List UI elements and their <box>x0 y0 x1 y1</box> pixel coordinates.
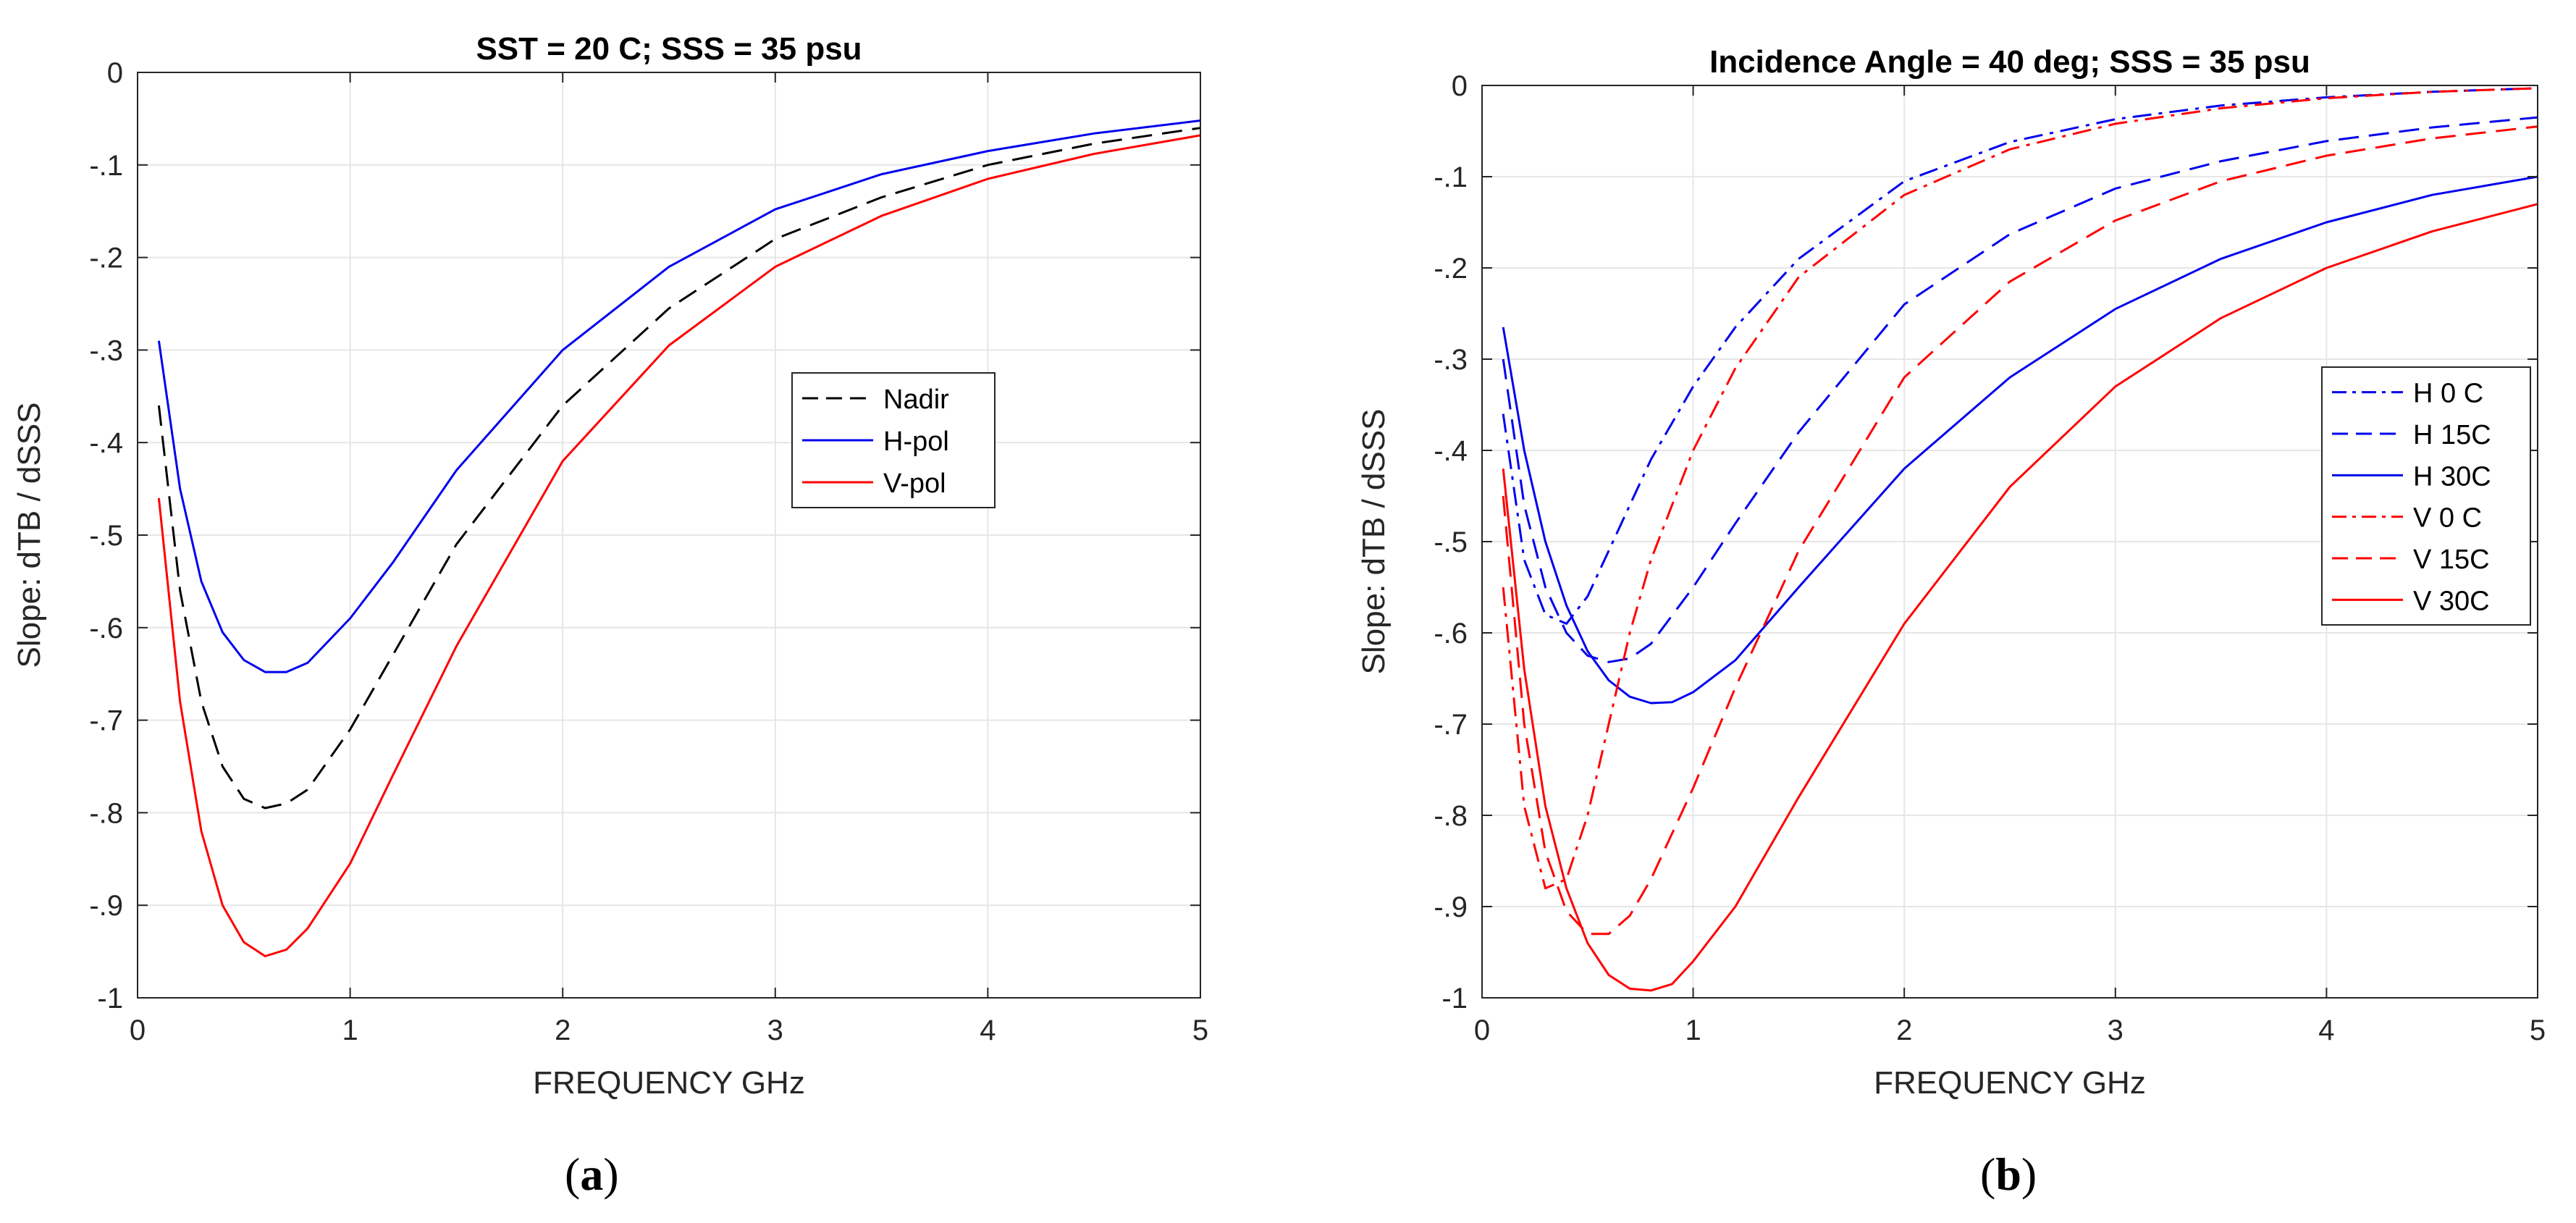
chart-b: 0 1 2 3 4 5 0 -.1 -.2 -.3 -.4 -.5 -.6 -.7 -.8 -.9 -1 Inci… <box>1356 44 2546 1101</box>
y-tick-label: -.5 <box>1434 526 1468 558</box>
series-line-h-30c <box>1502 175 2538 705</box>
legend-label: V-pol <box>883 468 946 499</box>
x-axis-label: FREQUENCY GHz <box>533 1065 805 1101</box>
chart-title: Incidence Angle = 40 deg; SSS = 35 psu <box>1709 44 2310 80</box>
y-tick-label: -.1 <box>89 150 123 182</box>
caption-b-close: ) <box>2021 1148 2037 1200</box>
y-tick-label: -.6 <box>1434 618 1468 650</box>
y-tick-label: -.8 <box>1434 800 1468 832</box>
y-tick-label: -.7 <box>89 705 123 737</box>
series-line-v-0-c <box>1502 87 2538 890</box>
series-line-v-15c <box>1502 125 2538 936</box>
y-tick-label: 0 <box>1452 70 1468 102</box>
x-tick-label: 4 <box>2318 1014 2334 1046</box>
y-tick-label: -1 <box>97 983 123 1014</box>
x-tick-label: 3 <box>767 1014 783 1046</box>
series-line-v-30c <box>1502 203 2538 992</box>
legend-box <box>2321 366 2531 626</box>
caption-a-letter: a <box>580 1148 604 1200</box>
x-tick-label: 5 <box>1192 1014 1208 1046</box>
chart-a: 0 1 2 3 4 5 0 -.1 -.2 -.3 -.4 -.5 -.6 -.7 -.8 -.9 -1 SST … <box>12 31 1208 1101</box>
x-tick-label: 1 <box>1685 1014 1701 1046</box>
legend-label: V 15C <box>2413 545 2490 575</box>
series-line-v-pol <box>157 134 1201 957</box>
y-tick-label: -.7 <box>1434 709 1468 741</box>
y-axis-label: Slope: dTB / dSSS <box>12 403 47 668</box>
y-tick-label: -.1 <box>1434 161 1468 193</box>
caption-b-letter: b <box>1995 1148 2021 1200</box>
series-line-nadir <box>157 127 1201 810</box>
y-axis-label: Slope: dTB / dSSS <box>1356 409 1392 675</box>
caption-a-close: ) <box>603 1148 619 1200</box>
y-tick-label: -1 <box>1441 983 1468 1014</box>
y-tick-label: -.9 <box>89 890 123 922</box>
legend-label: V 0 C <box>2413 503 2482 534</box>
y-tick-label: -.6 <box>89 613 123 644</box>
caption-b-open: ( <box>1980 1148 1996 1200</box>
y-tick-label: 0 <box>107 57 123 89</box>
series-line-h-0-c <box>1502 87 2538 625</box>
x-tick-label: 0 <box>130 1014 146 1046</box>
series-line-h-pol <box>157 119 1201 673</box>
y-tick-label: -.4 <box>89 427 123 459</box>
y-tick-label: -.9 <box>1434 891 1468 923</box>
x-tick-label: 0 <box>1474 1014 1490 1046</box>
x-tick-label: 4 <box>980 1014 996 1046</box>
y-tick-label: -.5 <box>89 520 123 552</box>
caption-a-open: ( <box>565 1148 581 1200</box>
legend-label: H 30C <box>2413 461 2491 492</box>
series-line-h-15c <box>1502 116 2538 663</box>
legend-label: H 0 C <box>2413 379 2483 409</box>
x-tick-label: 3 <box>2108 1014 2123 1046</box>
y-tick-label: -.4 <box>1434 435 1468 467</box>
y-tick-label: -.3 <box>1434 344 1468 376</box>
caption-a: (a) <box>565 1148 619 1201</box>
chart-title: SST = 20 C; SSS = 35 psu <box>476 31 862 67</box>
y-tick-label: -.2 <box>89 243 123 274</box>
legend-label: H-pol <box>883 426 949 457</box>
caption-b: (b) <box>1980 1148 2037 1201</box>
x-tick-label: 5 <box>2530 1014 2546 1046</box>
x-tick-label: 2 <box>1896 1014 1912 1046</box>
y-tick-label: -.8 <box>89 797 123 829</box>
legend-label: V 30C <box>2413 586 2490 616</box>
x-tick-label: 2 <box>555 1014 571 1046</box>
legend-label: H 15C <box>2413 420 2491 450</box>
x-axis-label: FREQUENCY GHz <box>1874 1065 2146 1101</box>
legend-label: Nadir <box>883 384 949 415</box>
x-tick-label: 1 <box>342 1014 358 1046</box>
y-tick-label: -.2 <box>1434 253 1468 285</box>
y-tick-label: -.3 <box>89 335 123 366</box>
